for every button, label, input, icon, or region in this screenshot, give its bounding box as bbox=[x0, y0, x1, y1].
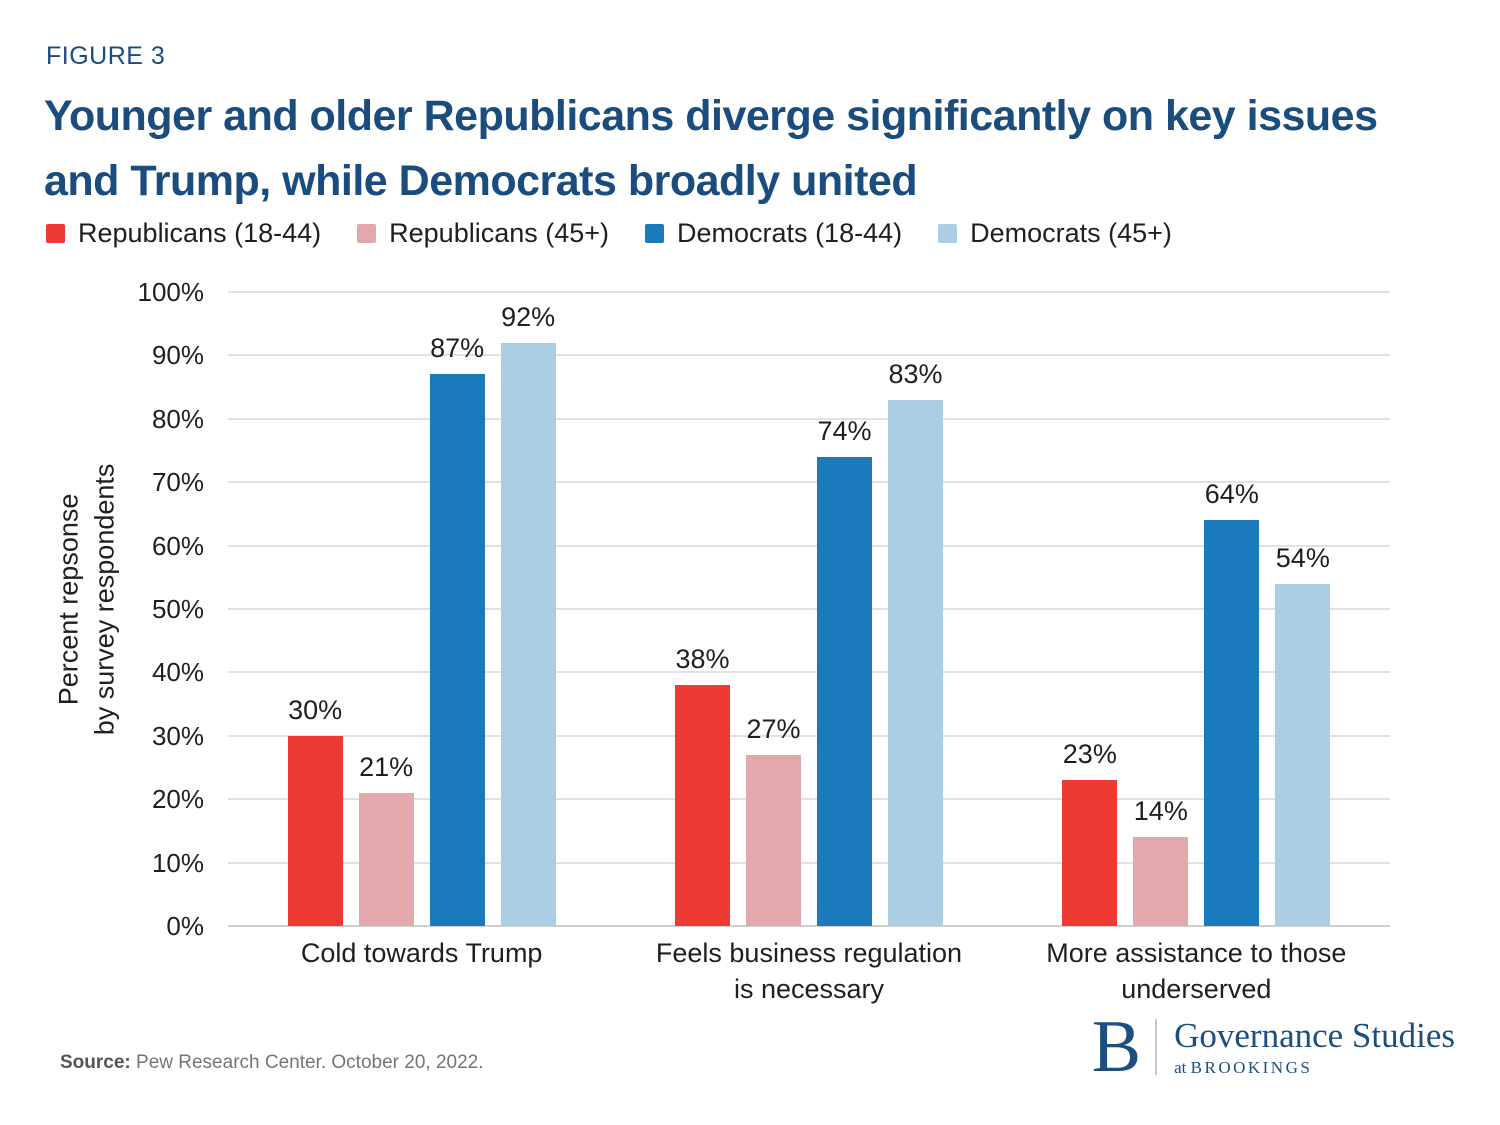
bar: 38% bbox=[674, 644, 730, 926]
y-tick-label: 50% bbox=[151, 594, 204, 624]
y-tick-label: 70% bbox=[151, 467, 204, 498]
legend-swatch bbox=[357, 224, 377, 243]
gridline bbox=[228, 734, 1390, 737]
y-tick-label: 100% bbox=[137, 277, 205, 307]
y-tick-label: 40% bbox=[151, 657, 204, 688]
bar: 64% bbox=[1204, 479, 1260, 926]
gridline bbox=[228, 925, 1390, 927]
source-label: Source: bbox=[60, 1052, 131, 1073]
bar-value-label: 83% bbox=[888, 358, 943, 389]
y-tick-label: 60% bbox=[151, 530, 204, 561]
figure-title: Younger and older Republicans diverge si… bbox=[44, 92, 1378, 205]
bar-value-label: 38% bbox=[675, 644, 730, 675]
gridline bbox=[228, 798, 1390, 801]
logo-divider bbox=[1155, 1019, 1158, 1076]
bar: 21% bbox=[358, 752, 414, 926]
plot-area: 30% 21% 87% 92% 38% 27% 74% 83% 23% 14% 64% 54% bbox=[228, 291, 1390, 927]
gridline bbox=[228, 861, 1390, 864]
y-tick-label: 20% bbox=[151, 784, 204, 815]
y-tick-label: 0% bbox=[166, 911, 204, 941]
bar-value-label: 30% bbox=[288, 694, 343, 725]
bar-value-label: 23% bbox=[1062, 739, 1117, 770]
bar-value-label: 87% bbox=[430, 333, 485, 364]
legend-item: Democrats (18-44) bbox=[645, 218, 902, 249]
x-category-label: Cold towards Trump bbox=[300, 938, 543, 968]
gridline bbox=[228, 671, 1390, 674]
bar: 30% bbox=[287, 695, 343, 926]
bar: 74% bbox=[816, 416, 872, 926]
bar-value-label: 64% bbox=[1204, 479, 1259, 510]
gridline bbox=[228, 481, 1390, 484]
logo-tagline-org: BROOKINGS bbox=[1190, 1058, 1313, 1078]
legend-label: Democrats (45+) bbox=[970, 218, 1172, 248]
bar-value-label: 54% bbox=[1275, 542, 1330, 573]
brookings-monogram: B bbox=[1091, 1006, 1142, 1088]
brookings-logo: B Governance Studies at BROOKINGS bbox=[1091, 1006, 1455, 1088]
bar-value-label: 27% bbox=[746, 713, 801, 744]
bar: 23% bbox=[1062, 739, 1118, 926]
x-category-label: Feels business regulation is necessary bbox=[655, 938, 963, 1004]
legend-label: Republicans (45+) bbox=[389, 218, 610, 248]
x-label-cell: Cold towards Trump bbox=[228, 936, 615, 1007]
gridline bbox=[228, 608, 1390, 610]
logo-org-name: Governance Studies bbox=[1174, 1015, 1455, 1055]
x-label-cell: More assistance to those underserved bbox=[1003, 936, 1390, 1007]
bar-group: 23% 14% 64% 54% bbox=[1003, 292, 1390, 926]
bar-value-label: 21% bbox=[359, 751, 414, 782]
x-label-cell: Feels business regulation is necessary bbox=[615, 936, 1002, 1007]
bar-group: 38% 27% 74% 83% bbox=[615, 292, 1002, 926]
bar-value-label: 92% bbox=[501, 301, 556, 332]
bar-group: 30% 21% 87% 92% bbox=[228, 292, 615, 926]
legend-item: Republicans (45+) bbox=[357, 218, 609, 249]
legend-label: Republicans (18-44) bbox=[78, 218, 322, 248]
figure-label: FIGURE 3 bbox=[46, 42, 166, 70]
legend-item: Democrats (45+) bbox=[938, 218, 1172, 249]
gridline bbox=[228, 544, 1390, 547]
bar: 27% bbox=[745, 714, 801, 926]
logo-tagline-prefix: at bbox=[1174, 1058, 1191, 1078]
bar: 87% bbox=[429, 333, 485, 926]
bar-chart: Percent repsonse by survey respondents 0… bbox=[0, 277, 1500, 1082]
source-note: Source: Pew Research Center. October 20,… bbox=[60, 1052, 484, 1074]
y-tick-label: 30% bbox=[151, 720, 204, 751]
bar: 54% bbox=[1275, 543, 1331, 926]
legend-label: Democrats (18-44) bbox=[677, 218, 903, 248]
y-tick-label: 10% bbox=[151, 847, 204, 878]
logo-text: Governance Studies at BROOKINGS bbox=[1174, 1015, 1455, 1079]
y-tick-label: 90% bbox=[151, 340, 204, 371]
gridline bbox=[228, 417, 1390, 420]
x-axis-labels: Cold towards Trump Feels business regulat… bbox=[228, 936, 1390, 1007]
logo-tagline: at BROOKINGS bbox=[1174, 1058, 1455, 1078]
legend-item: Republicans (18-44) bbox=[46, 218, 321, 249]
bar-value-label: 14% bbox=[1133, 796, 1188, 827]
source-text: Pew Research Center. October 20, 2022. bbox=[130, 1052, 484, 1073]
bar: 92% bbox=[500, 302, 556, 926]
legend-swatch bbox=[46, 224, 65, 243]
gridline bbox=[228, 354, 1390, 357]
y-axis-ticks: 0% 10% 20% 30% 40% 50% 60% 70% 80% 90% 100% bbox=[0, 277, 205, 941]
bar: 83% bbox=[887, 359, 943, 926]
x-category-label: More assistance to those underserved bbox=[1046, 938, 1347, 1004]
bar-value-label: 74% bbox=[817, 415, 872, 446]
legend-swatch bbox=[938, 224, 958, 243]
y-tick-label: 80% bbox=[151, 403, 204, 434]
gridline bbox=[228, 291, 1390, 293]
bar: 14% bbox=[1133, 796, 1189, 926]
chart-legend: Republicans (18-44) Republicans (45+) Demo… bbox=[46, 218, 1172, 249]
legend-swatch bbox=[645, 224, 665, 243]
